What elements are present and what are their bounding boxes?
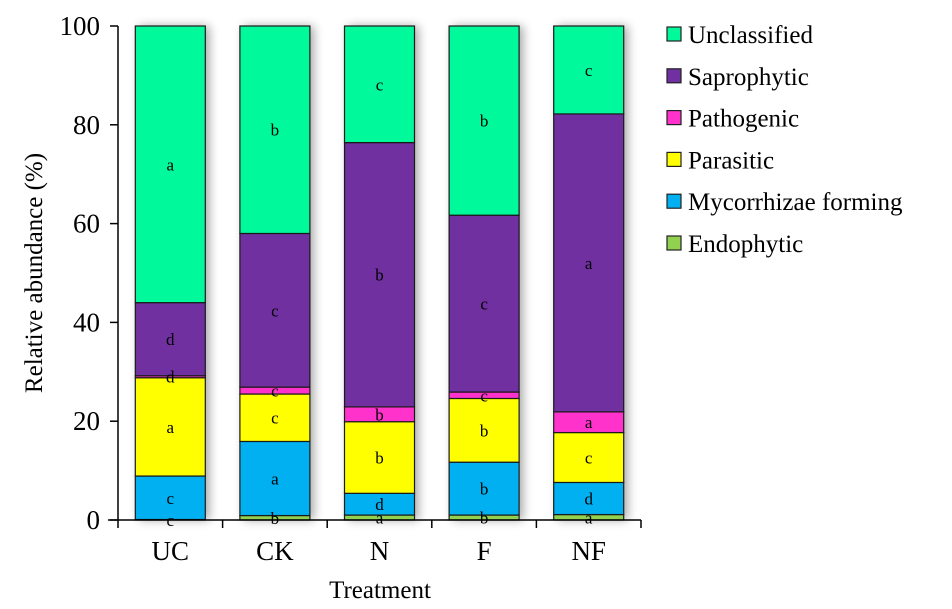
bar-segment-unclassified [553, 25, 625, 115]
significance-letter: b [375, 405, 384, 424]
legend-swatch [666, 193, 682, 209]
x-tick-label: NF [571, 536, 606, 566]
bars-group: ccaddabacccbadbbbcbbbccbadcaac [134, 25, 625, 530]
bar-segment-saprophytic [448, 214, 520, 393]
bar-segment-mycorrhizae-forming [448, 461, 520, 516]
legend-swatch [666, 68, 682, 84]
significance-letter: d [375, 495, 384, 514]
legend-swatch [666, 26, 682, 42]
legend-label: Pathogenic [688, 106, 799, 133]
significance-letter: c [480, 295, 488, 314]
bar-segment-parasitic [553, 431, 625, 484]
significance-letter: b [271, 509, 280, 528]
bar-segment-mycorrhizae-forming [239, 440, 311, 517]
significance-letter: a [167, 418, 175, 437]
bar-segment-parasitic [239, 393, 311, 443]
legend-item: Mycorrhizae forming [666, 189, 903, 216]
significance-letter: a [585, 508, 593, 527]
legend-label: Parasitic [688, 147, 774, 174]
legend-item: Endophytic [666, 231, 803, 258]
significance-letter: c [271, 409, 279, 428]
x-tick-label: UC [152, 536, 190, 566]
bar-segment-saprophytic [134, 302, 206, 377]
significance-letter: b [480, 480, 489, 499]
significance-letter: c [167, 489, 175, 508]
significance-letter: c [585, 449, 593, 468]
significance-letter: a [376, 509, 384, 528]
bar-segment-unclassified [448, 25, 520, 216]
bar-segment-parasitic [343, 421, 416, 494]
y-ticks: 0 20 40 60 80 100 [60, 11, 118, 535]
significance-letter: c [271, 382, 279, 401]
bar-segment-saprophytic [343, 141, 416, 408]
bar-segment-saprophytic [239, 232, 311, 388]
x-tick-label: F [477, 536, 492, 566]
y-axis-title: Relative abundance (%) [21, 153, 48, 393]
x-tick-label: CK [256, 536, 294, 566]
significance-letter: c [480, 386, 488, 405]
bar-segment-unclassified [343, 25, 416, 144]
y-tick-label: 40 [73, 307, 100, 337]
legend-item: Unclassified [666, 22, 813, 49]
y-tick-label: 60 [73, 209, 100, 239]
legend-label: Mycorrhizae forming [688, 189, 903, 216]
legend-swatch [666, 151, 682, 167]
legend-label: Saprophytic [688, 64, 809, 91]
x-axis-title: Treatment [329, 577, 431, 604]
y-tick-label: 20 [73, 406, 100, 436]
x-ticks: UC CK N F NF [117, 520, 642, 566]
y-tick-label: 0 [87, 505, 101, 535]
y-tick-label: 80 [73, 110, 100, 140]
significance-letter: a [585, 254, 593, 273]
significance-letter: a [585, 413, 593, 432]
bar-segment-mycorrhizae-forming [553, 481, 625, 516]
significance-letter: c [271, 301, 279, 320]
significance-letter: b [271, 121, 280, 140]
bar-segment-parasitic [448, 397, 520, 463]
significance-letter: b [480, 509, 489, 528]
axes-group [108, 26, 641, 521]
bar-stack-n: ad b b b c [343, 25, 416, 528]
significance-letter: b [375, 266, 384, 285]
y-tick-label: 100 [60, 11, 101, 41]
legend-item: Parasitic [666, 147, 774, 174]
significance-letter: b [375, 449, 384, 468]
bar-segment-mycorrhizae-forming [134, 475, 206, 521]
bar-segment-parasitic [134, 377, 206, 477]
legend-label: Endophytic [688, 231, 803, 258]
legend: Unclassified Saprophytic Pathogenic Parasit… [666, 22, 903, 258]
bar-stack-uc: ccadda [134, 25, 206, 530]
legend-swatch [666, 235, 682, 251]
significance-letter: a [167, 155, 175, 174]
significance-letter: d [166, 368, 175, 387]
significance-letter: c [585, 61, 593, 80]
legend-swatch [666, 109, 682, 126]
bar-segment-unclassified [239, 25, 311, 235]
legend-label: Unclassified [688, 22, 813, 49]
significance-letter: b [480, 112, 489, 131]
legend-item: Pathogenic [666, 106, 799, 133]
x-tick-label: N [370, 536, 390, 566]
legend-item: Saprophytic [666, 64, 809, 91]
significance-letter: d [584, 490, 593, 509]
bar-segment-unclassified [134, 25, 206, 304]
significance-letter: c [376, 75, 384, 94]
significance-letter: a [271, 470, 279, 489]
significance-letter: d [166, 330, 175, 349]
significance-letter: b [480, 421, 489, 440]
bar-segment-saprophytic [553, 113, 625, 413]
